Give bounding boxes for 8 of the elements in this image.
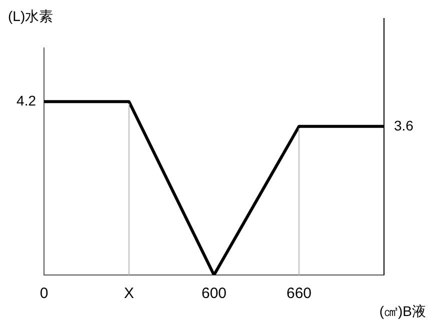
y-axis-title: (L)水素 — [8, 8, 54, 24]
x-tick-label: 660 — [286, 285, 312, 302]
data-label: 4.2 — [16, 92, 36, 109]
x-tick-label: X — [124, 285, 134, 302]
data-label: 3.6 — [394, 117, 414, 134]
x-tick-label: 0 — [40, 285, 48, 302]
x-axis-title: (㎤)B液 — [379, 302, 426, 319]
x-tick-label: 600 — [201, 285, 227, 302]
